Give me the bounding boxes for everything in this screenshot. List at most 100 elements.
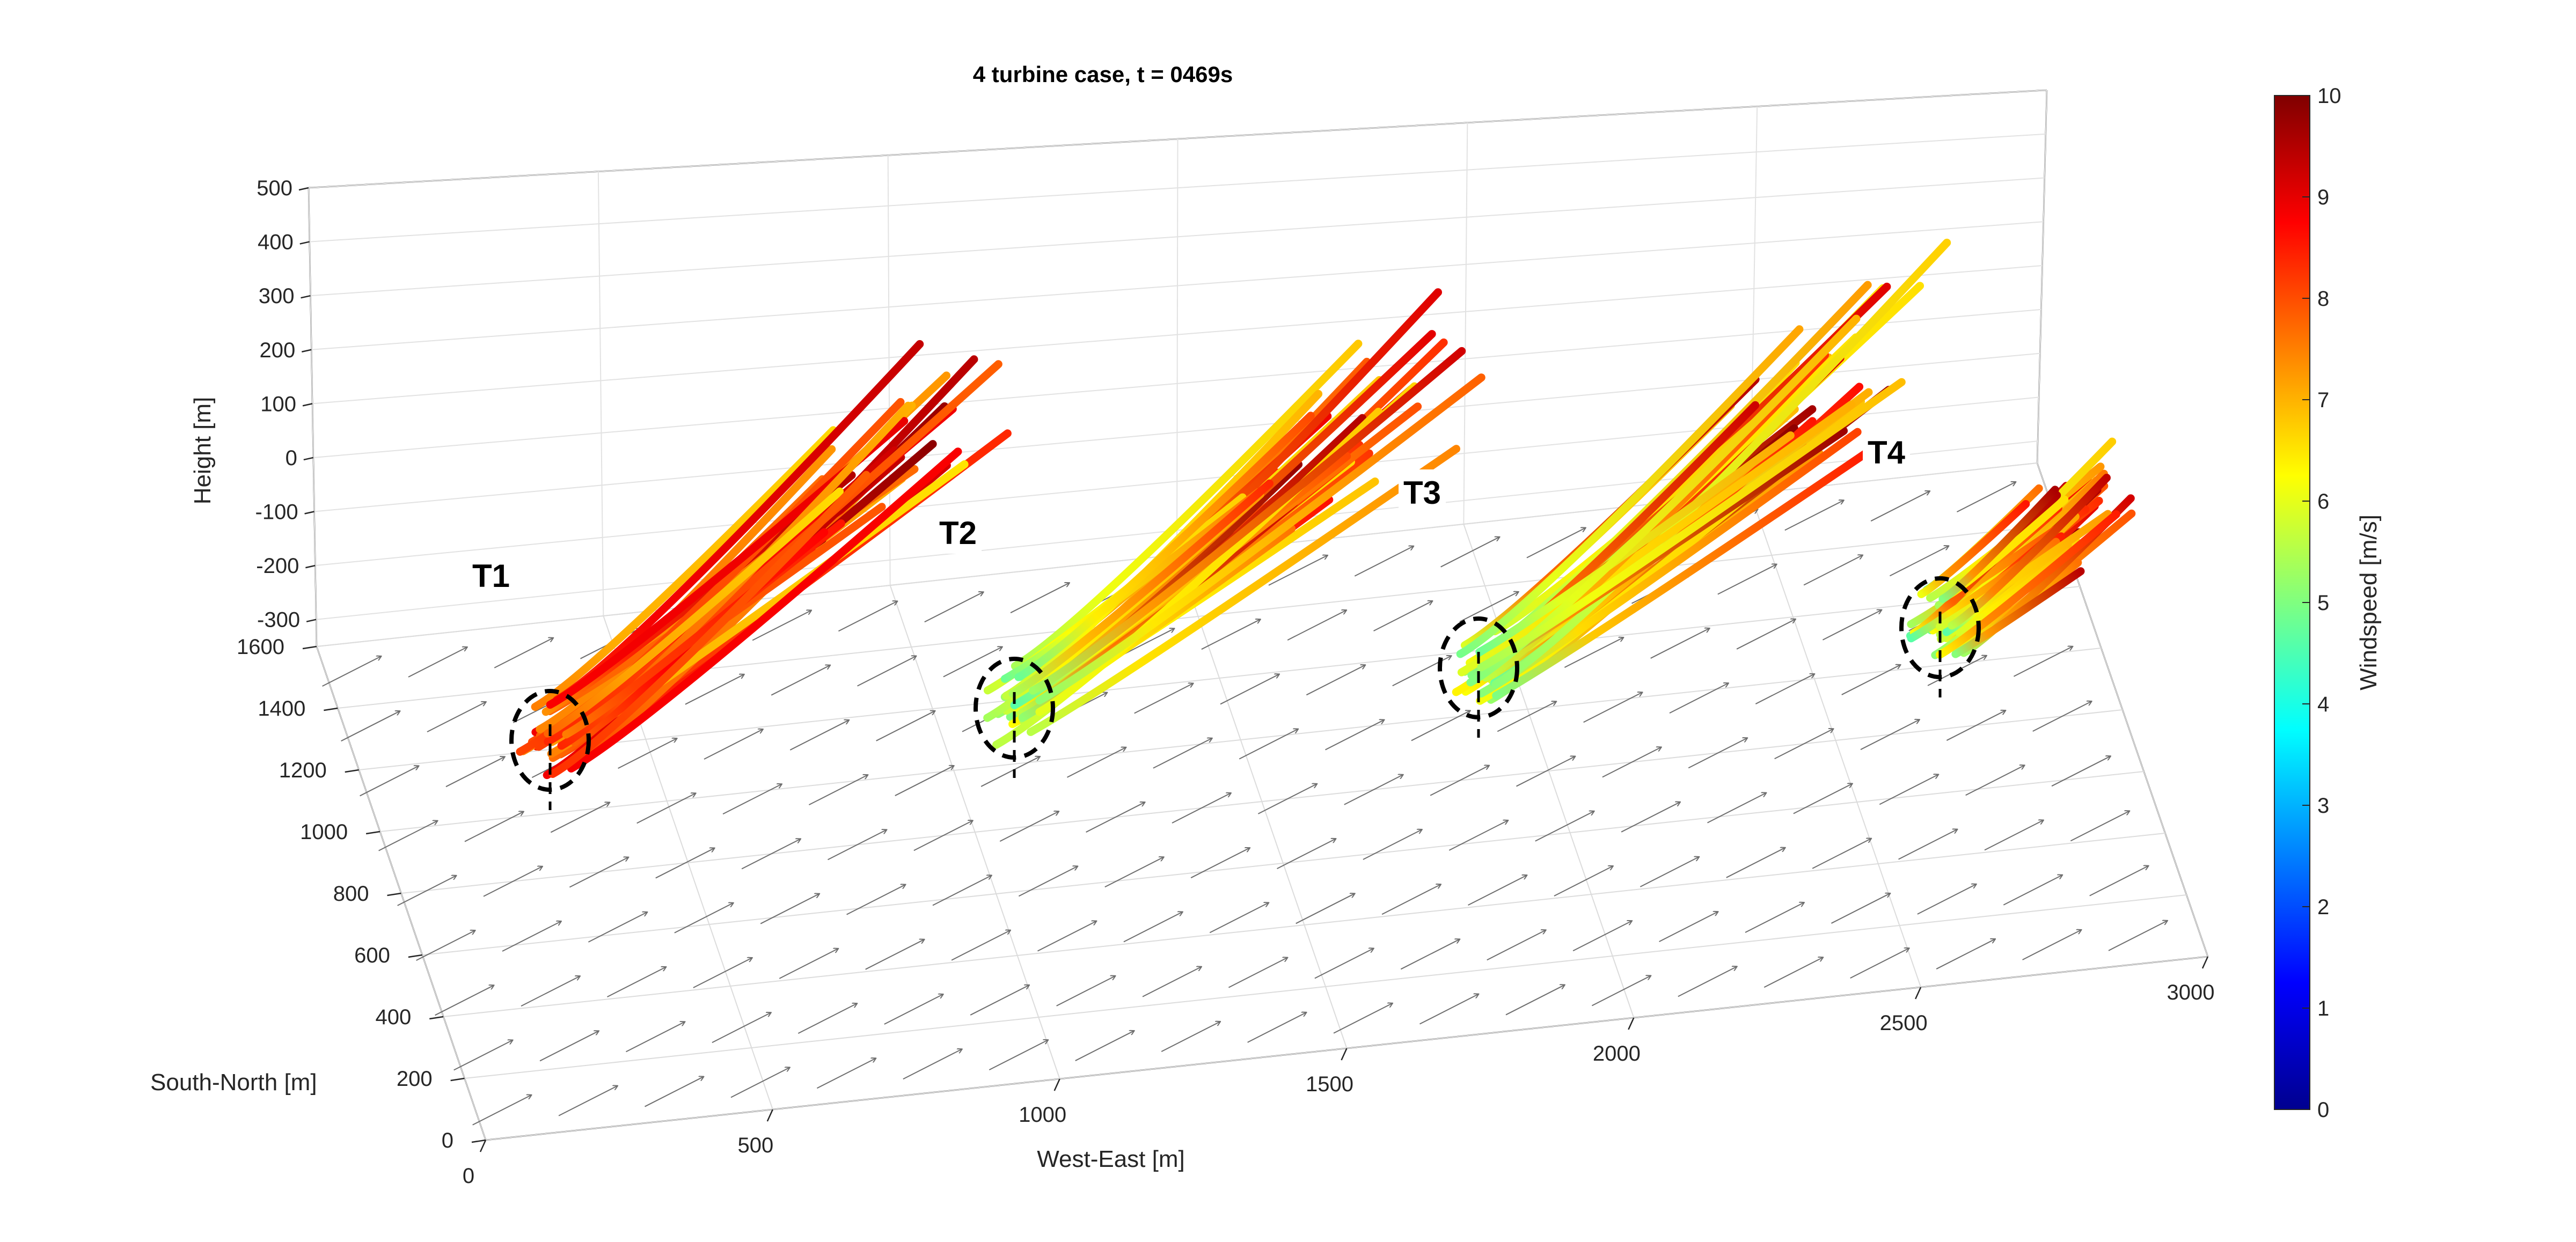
wind-arrow [1440, 537, 1500, 568]
streamtube [1466, 314, 1861, 687]
x-tick-label: 3000 [2167, 981, 2215, 1004]
wind-arrow [521, 976, 580, 1007]
wake-T4 [1906, 437, 2136, 659]
wind-arrow [1678, 966, 1737, 997]
wind-arrow [341, 711, 400, 742]
wind-arrow [1344, 775, 1403, 805]
wind-arrow [1314, 949, 1374, 979]
wind-arrow [1363, 829, 1422, 860]
wind-arrow [1411, 710, 1470, 741]
wind-arrow [502, 921, 561, 952]
wind-arrow [1010, 583, 1070, 614]
wind-arrow [1487, 930, 1546, 961]
x-tick-label: 1000 [1019, 1103, 1066, 1127]
wind-arrow [693, 958, 752, 988]
x-tick [2201, 956, 2209, 969]
y-tick [387, 892, 401, 896]
wind-arrow [989, 1040, 1048, 1071]
turbine-label-box [1399, 469, 1446, 513]
wind-arrow [1917, 884, 1977, 915]
wind-arrow [1459, 592, 1519, 622]
z-tick-label: -100 [255, 501, 298, 524]
wind-arrow [1602, 747, 1662, 778]
wind-arrow [730, 1067, 790, 1098]
wind-arrow [1354, 546, 1414, 577]
wind-arrow [1153, 738, 1212, 769]
wind-arrow [1142, 967, 1202, 997]
wind-arrow [1879, 774, 1938, 805]
y-tick-label: 600 [354, 944, 390, 967]
streamtube [1014, 411, 1315, 681]
wind-arrow [655, 848, 715, 879]
wind-arrow [951, 930, 1011, 961]
wind-arrow [1296, 893, 1355, 924]
wind-arrow [1104, 857, 1164, 888]
wind-arrow [1306, 665, 1365, 696]
wind-arrow [1381, 884, 1441, 915]
z-tick [303, 457, 314, 461]
x-tick-label: 500 [737, 1134, 773, 1157]
y-tick [471, 1139, 486, 1143]
z-tick-label: 400 [258, 231, 294, 254]
wake-T2 [983, 288, 1485, 749]
colorbar-tick-label: 4 [2317, 693, 2329, 716]
wind-arrow [1505, 985, 1565, 1016]
wind-arrow [1277, 839, 1336, 869]
z-tick [301, 295, 311, 299]
grid-line [464, 894, 2187, 1079]
colorbar-label: Windspeed [m/s] [2355, 515, 2382, 690]
wind-arrow [1650, 628, 1710, 659]
streamtube [1008, 479, 1274, 698]
wind-arrow [558, 1086, 618, 1116]
wind-arrow [569, 857, 628, 888]
wake-T1 [516, 340, 1012, 780]
wind-arrow [1201, 619, 1261, 650]
wind-arrow [1123, 912, 1183, 943]
wind-arrow [1870, 491, 1930, 522]
wind-arrow [1516, 756, 1575, 787]
wind-arrow [2089, 866, 2149, 896]
wind-arrow [1067, 747, 1126, 778]
wind-arrow [588, 912, 647, 943]
wind-arrow [1239, 729, 1298, 760]
rotor-outlines [509, 576, 1981, 810]
colorbar-tick-label: 7 [2317, 388, 2329, 412]
wind-arrow [416, 930, 475, 961]
x-tick-label: 2500 [1880, 1011, 1928, 1035]
x-tick-label: 0 [463, 1164, 474, 1188]
y-axis-label: South-North [m] [150, 1069, 317, 1096]
wind-arrow [2051, 756, 2111, 787]
y-tick [324, 707, 338, 711]
wind-arrow [1936, 939, 1995, 969]
wind-arrow [1572, 921, 1632, 952]
wind-arrow [539, 1031, 599, 1062]
wind-arrow [1736, 619, 1796, 650]
wind-arrow [1898, 829, 1958, 860]
streamtube [544, 487, 844, 738]
grid-line [308, 90, 2047, 188]
wind-arrow [1640, 857, 1699, 887]
wind-arrow [1965, 765, 2025, 796]
wind-arrow [857, 656, 917, 687]
z-tick-label: 500 [257, 177, 292, 200]
wind-arrow [636, 793, 696, 824]
wind-arrow [1535, 811, 1594, 842]
wind-arrow [712, 1012, 771, 1043]
colorbar: 0 1 2 3 4 5 6 7 8 9 10 Windspeed [m/s] [2274, 84, 2382, 1122]
grid-line [401, 709, 2123, 894]
x-tick [1341, 1048, 1348, 1061]
z-tick-label: -200 [256, 554, 299, 578]
streamtube [1938, 486, 2059, 603]
wind-arrow [1956, 482, 2016, 512]
wind-arrow [1086, 802, 1145, 833]
wind-arrow [674, 903, 734, 934]
wind-arrow [1707, 793, 1766, 824]
streamtube [1011, 340, 1363, 670]
z-tick [305, 564, 316, 569]
wind-arrow [360, 766, 419, 797]
wind-arrow [1325, 720, 1385, 751]
wind-arrow [378, 821, 438, 851]
streamtube [1951, 567, 2085, 658]
x-tick [1628, 1017, 1635, 1030]
wind-arrow [1419, 994, 1479, 1025]
